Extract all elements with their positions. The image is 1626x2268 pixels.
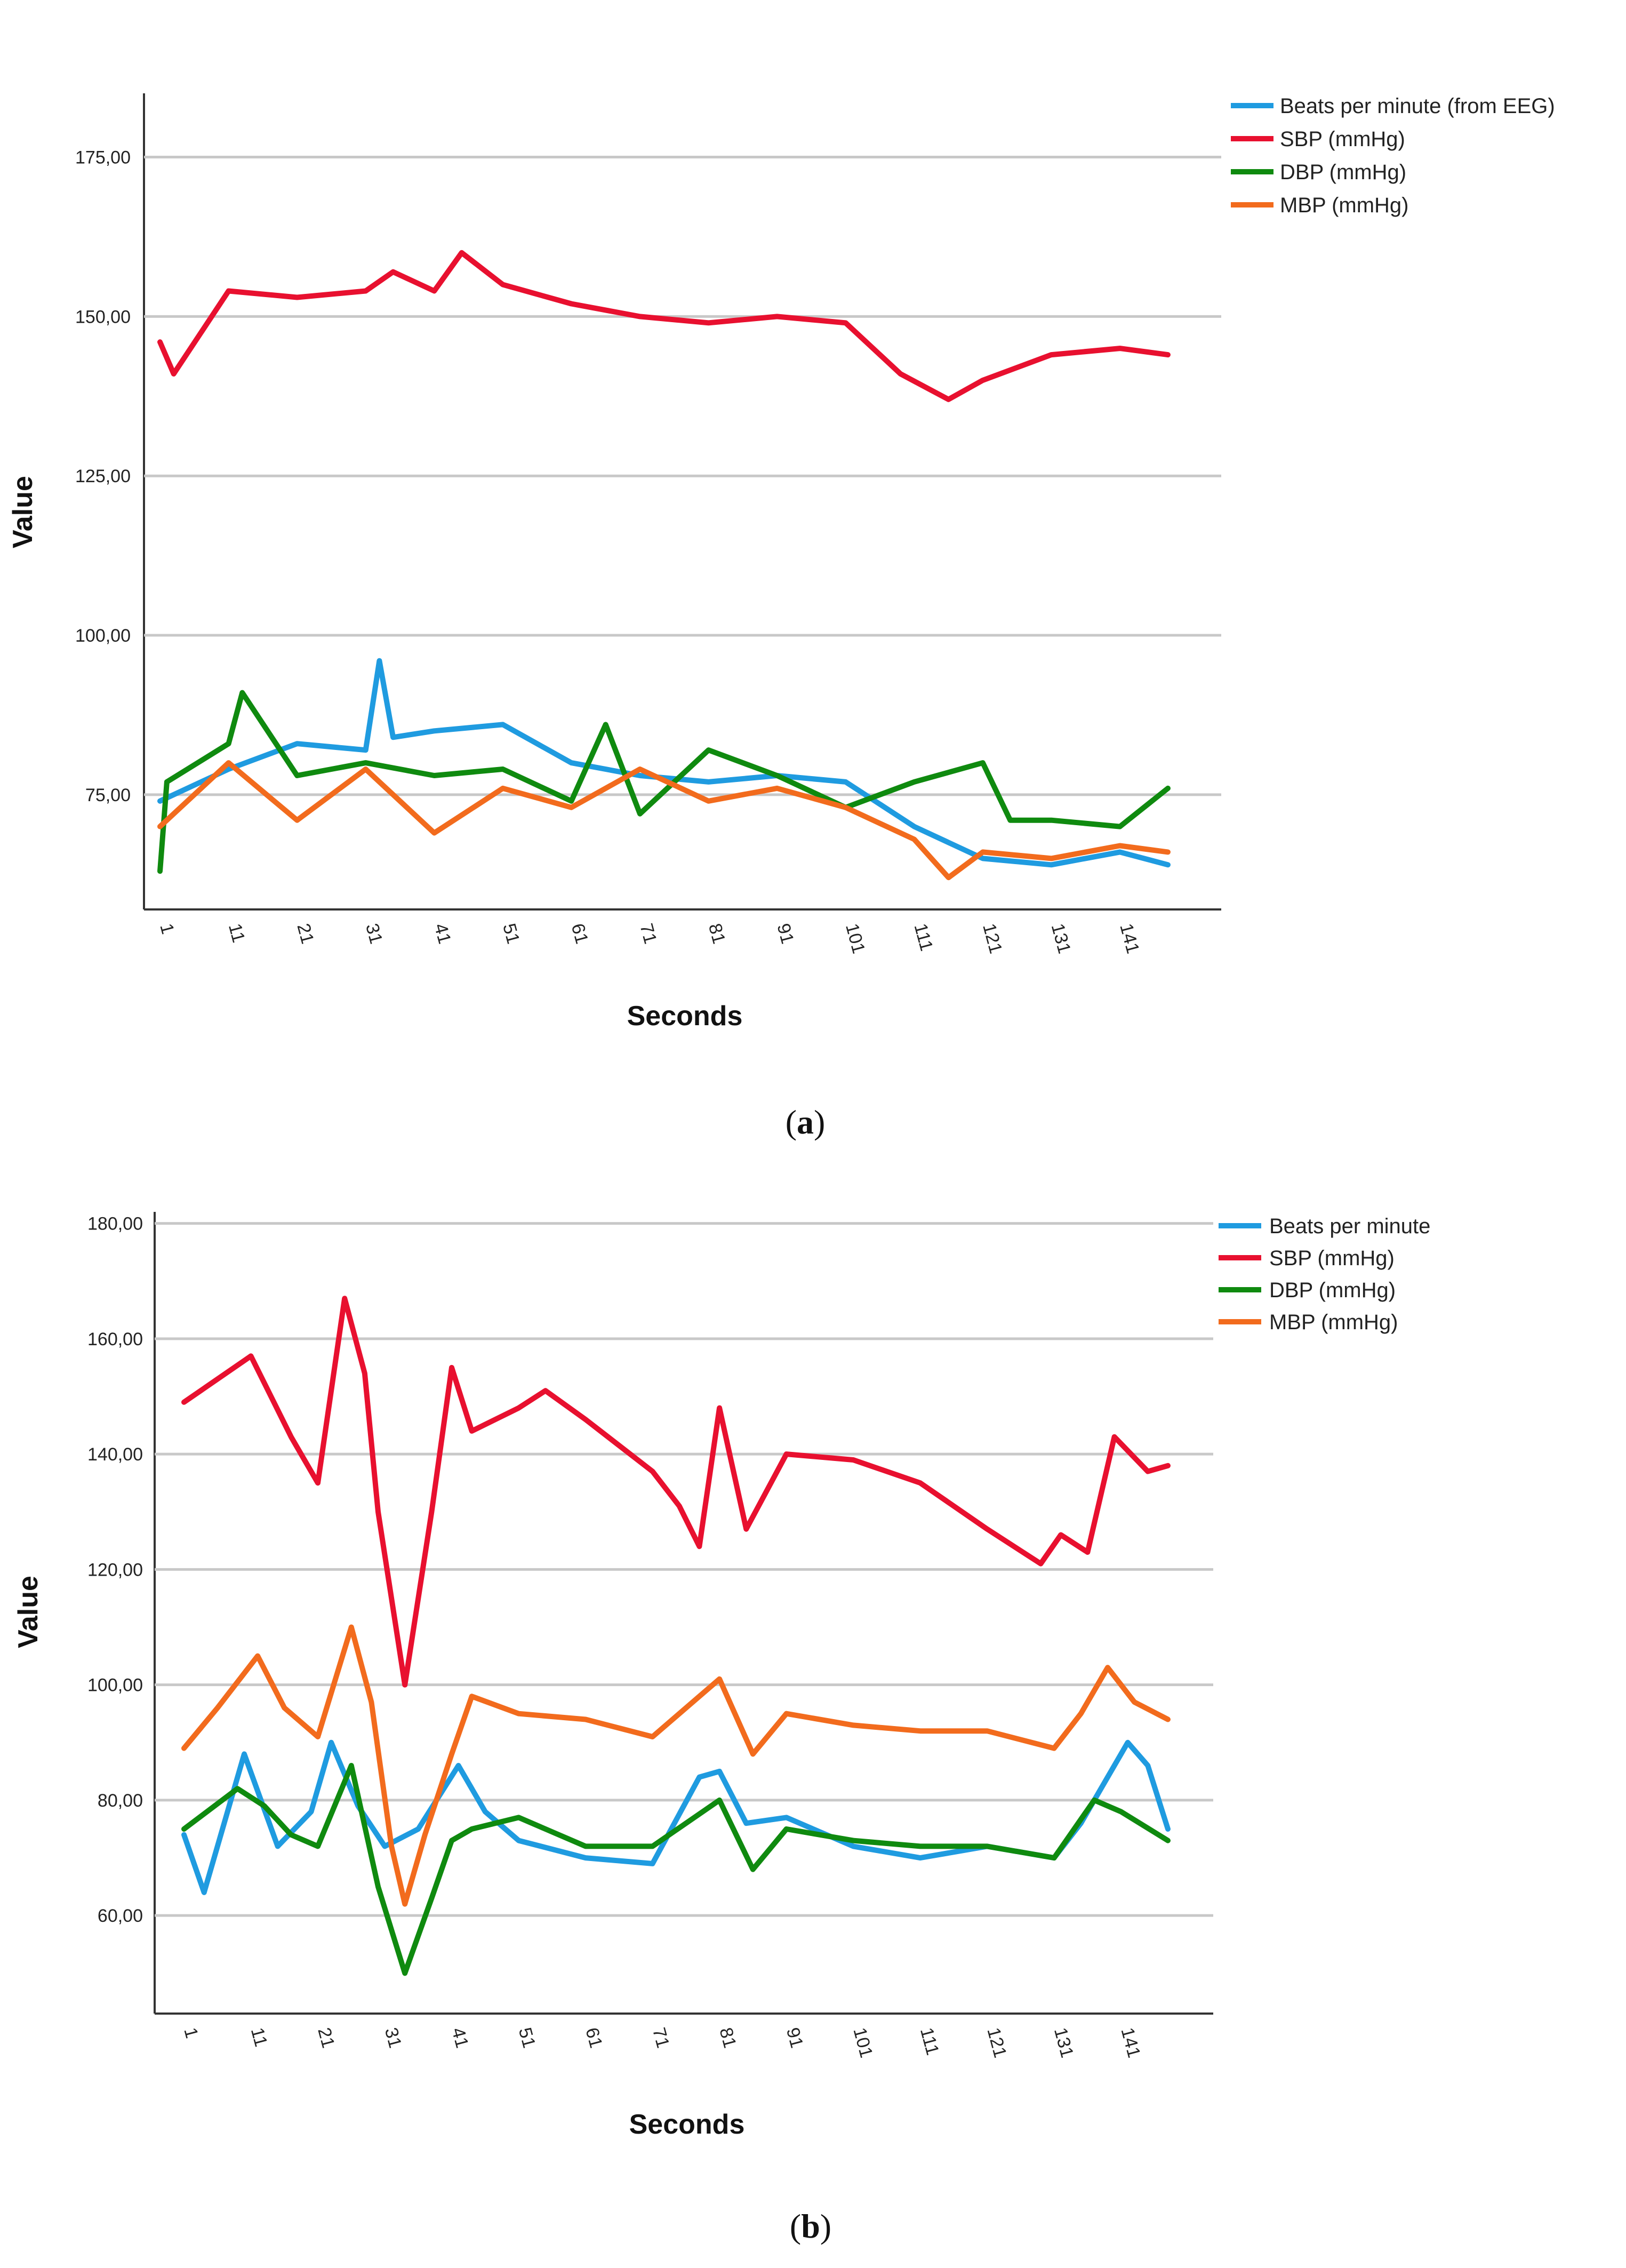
- x-tick-label: 121: [983, 2025, 1010, 2060]
- y-tick-label: 150,00: [75, 307, 131, 327]
- legend-label-dbp: DBP (mmHg): [1269, 1279, 1396, 1302]
- y-tick-label: 180,00: [87, 1214, 143, 1234]
- x-tick-label: 101: [849, 2025, 876, 2060]
- y-axis-title: Value: [13, 1576, 44, 1648]
- legend-label-dbp: DBP (mmHg): [1280, 161, 1406, 184]
- gridlines: [144, 156, 1221, 796]
- series-line-dbp: [157, 690, 1171, 874]
- y-tick-labels: 60,00 80,00 100,00 120,00 140,00 160,00 180,00: [87, 1214, 143, 1927]
- y-tick-label: 100,00: [75, 626, 131, 646]
- legend-label-bpm: Beats per minute: [1269, 1215, 1430, 1238]
- x-tick-label: 51: [515, 2025, 539, 2050]
- y-tick-label: 100,00: [87, 1675, 143, 1696]
- x-axis-title: Seconds: [629, 2109, 745, 2140]
- x-tick-label: 121: [979, 921, 1006, 956]
- legend: Beats per minute SBP (mmHg) DBP (mmHg) M…: [1219, 1215, 1430, 1334]
- legend-label-mbp: MBP (mmHg): [1280, 194, 1408, 217]
- legend-label-sbp: SBP (mmHg): [1280, 127, 1405, 151]
- x-tick-label: 61: [581, 2025, 606, 2050]
- x-tick-label: 131: [1050, 2025, 1077, 2060]
- y-tick-label: 160,00: [87, 1329, 143, 1349]
- y-tick-labels: 75,00 100,00 125,00 150,00 175,00: [75, 148, 131, 805]
- y-axis-title: Value: [7, 476, 38, 548]
- x-tick-label: 41: [430, 921, 455, 946]
- y-tick-label: 60,00: [98, 1906, 143, 1926]
- x-axis-title: Seconds: [627, 1001, 743, 1032]
- x-tick-labels: 1 11 21 31 41 51 61 71 81 91 101 111 121 131 141: [180, 2025, 1144, 2060]
- x-tick-label: 101: [842, 921, 869, 956]
- y-tick-label: 80,00: [98, 1791, 143, 1811]
- y-tick-label: 75,00: [85, 785, 131, 805]
- legend-label-mbp: MBP (mmHg): [1269, 1311, 1398, 1334]
- panel-label-a: (a): [786, 1103, 826, 1141]
- x-tick-label: 111: [916, 2025, 943, 2057]
- legend-label-sbp: SBP (mmHg): [1269, 1247, 1395, 1270]
- x-tick-label: 11: [247, 2025, 271, 2049]
- chart-panel-b: 60,00 80,00 100,00 120,00 140,00 160,00 180,00…: [13, 1212, 1430, 2245]
- x-tick-label: 81: [704, 921, 729, 946]
- x-tick-label: 111: [910, 921, 937, 953]
- series-lines: [181, 1296, 1171, 1976]
- legend-label-bpm: Beats per minute (from EEG): [1280, 94, 1555, 118]
- x-tick-label: 91: [782, 2025, 807, 2050]
- x-tick-label: 131: [1047, 921, 1075, 956]
- y-tick-label: 175,00: [75, 148, 131, 168]
- x-tick-label: 71: [636, 921, 660, 946]
- x-tick-labels: 1 11 21 31 41 51 61 71 81 91 101 111 121 131 141: [156, 921, 1143, 956]
- series-lines: [157, 250, 1171, 881]
- series-line-mbp: [157, 760, 1171, 881]
- series-line-sbp: [157, 250, 1171, 402]
- x-tick-label: 61: [567, 921, 592, 946]
- series-line-bpm: [157, 658, 1171, 868]
- panel-label-b: (b): [790, 2207, 831, 2245]
- x-tick-label: 21: [314, 2025, 338, 2050]
- x-tick-label: 51: [499, 921, 523, 946]
- x-tick-label: 91: [773, 921, 797, 946]
- x-tick-label: 141: [1117, 2025, 1144, 2060]
- y-tick-label: 140,00: [87, 1444, 143, 1465]
- legend: Beats per minute (from EEG) SBP (mmHg) D…: [1231, 94, 1555, 217]
- x-tick-label: 141: [1116, 921, 1143, 956]
- x-tick-label: 31: [362, 921, 386, 946]
- x-tick-label: 1: [156, 921, 178, 936]
- x-tick-label: 71: [648, 2025, 673, 2050]
- series-line-dbp: [181, 1763, 1171, 1976]
- x-tick-label: 11: [225, 921, 249, 945]
- series-line-mbp: [181, 1624, 1171, 1907]
- x-tick-label: 41: [447, 2025, 472, 2050]
- y-tick-label: 125,00: [75, 466, 131, 486]
- x-tick-label: 1: [180, 2025, 202, 2040]
- x-tick-label: 21: [293, 921, 317, 946]
- series-line-sbp: [181, 1296, 1171, 1688]
- x-tick-label: 81: [715, 2025, 740, 2050]
- y-tick-label: 120,00: [87, 1560, 143, 1580]
- x-tick-label: 31: [381, 2025, 405, 2050]
